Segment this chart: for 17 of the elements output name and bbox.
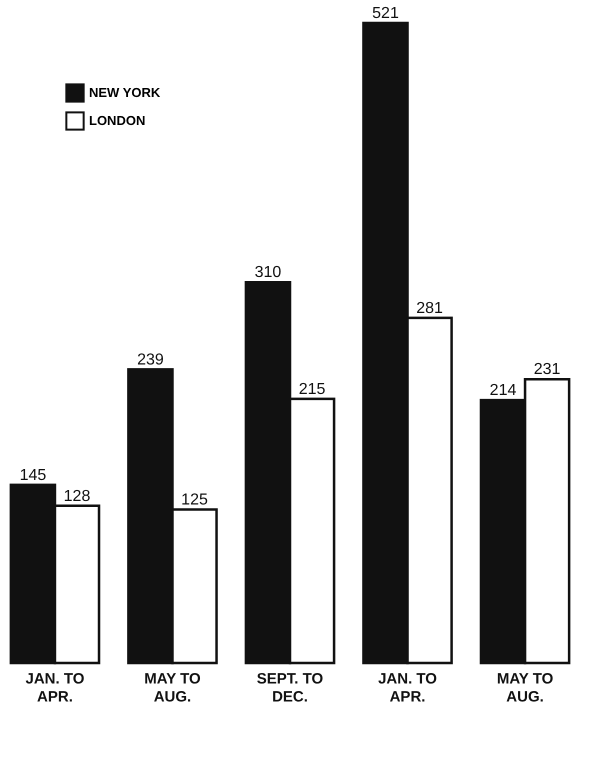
legend-label: NEW YORK — [89, 85, 161, 100]
data-label: 214 — [490, 382, 516, 400]
legend-label: LONDON — [89, 113, 146, 128]
x-tick-label: SEPT. TO DEC. — [256, 670, 324, 706]
x-tick-label: JAN. TO APR. — [378, 670, 438, 706]
data-label: 215 — [298, 380, 326, 398]
data-label: 128 — [64, 488, 90, 505]
x-tick-label: MAY TO AUG. — [144, 670, 202, 706]
data-label: 521 — [372, 5, 399, 22]
data-label: 310 — [254, 264, 282, 282]
x-tick-label: JAN. TO APR. — [25, 670, 85, 706]
x-tick-label: MAY TO AUG. — [496, 670, 554, 706]
data-label: 145 — [20, 466, 46, 484]
data-label: 281 — [416, 300, 444, 317]
data-label: 239 — [137, 351, 164, 368]
data-label: 231 — [534, 361, 561, 378]
data-label: 125 — [181, 491, 208, 508]
